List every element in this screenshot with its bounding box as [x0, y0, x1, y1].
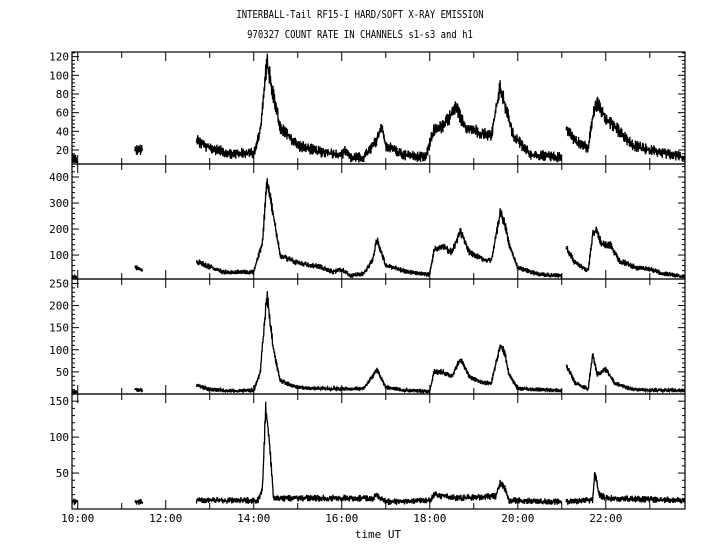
y-tick-label: 200 — [49, 223, 69, 236]
panel-frame-s2 — [71, 163, 686, 280]
x-tick-label: 16:00 — [325, 512, 358, 525]
series-s2 — [195, 178, 563, 279]
chart-subtitle: 970327 COUNT RATE IN CHANNELS s1-s3 and … — [247, 29, 473, 41]
series-s2 — [134, 265, 144, 273]
series-s2 — [71, 273, 78, 281]
series-s2 — [565, 226, 686, 279]
series-h1 — [195, 401, 563, 505]
y-tick-label: 80 — [56, 88, 69, 101]
x-tick-label: 22:00 — [589, 512, 622, 525]
y-tick-label: 150 — [49, 395, 69, 408]
y-tick-label: 20 — [56, 144, 69, 157]
y-tick-label: 150 — [49, 322, 69, 335]
x-tick-label: 10:00 — [61, 512, 94, 525]
y-tick-label: 100 — [49, 69, 69, 82]
series-s1 — [565, 96, 686, 162]
y-tick-label: 120 — [49, 51, 69, 64]
y-tick-label: 400 — [49, 171, 69, 184]
series-s3 — [565, 353, 686, 394]
y-tick-label: 100 — [49, 249, 69, 262]
x-axis-label: time UT — [355, 528, 402, 541]
series-s1 — [195, 53, 563, 163]
y-tick-label: 250 — [49, 277, 69, 290]
panel-frame-s3 — [71, 278, 686, 395]
x-tick-label: 20:00 — [501, 512, 534, 525]
series-s3 — [134, 386, 144, 394]
y-tick-label: 40 — [56, 125, 69, 138]
y-tick-label: 300 — [49, 197, 69, 210]
series-s1 — [134, 144, 144, 156]
y-tick-label: 50 — [56, 467, 69, 480]
x-tick-label: 12:00 — [149, 512, 182, 525]
series-h1 — [71, 498, 78, 505]
y-tick-label: 60 — [56, 107, 69, 120]
y-tick-label: 200 — [49, 300, 69, 313]
series-s3 — [195, 291, 563, 395]
series-s1 — [71, 154, 78, 164]
x-tick-label: 14:00 — [237, 512, 270, 525]
y-tick-label: 100 — [49, 431, 69, 444]
series-h1 — [134, 498, 144, 505]
panel-frame-s1 — [71, 51, 686, 165]
chart-title: INTERBALL-Tail RF15-I HARD/SOFT X-RAY EM… — [236, 9, 484, 21]
y-tick-label: 100 — [49, 344, 69, 357]
series-h1 — [565, 472, 686, 505]
y-tick-label: 50 — [56, 366, 69, 379]
x-tick-label: 18:00 — [413, 512, 446, 525]
series-s3 — [71, 388, 78, 396]
